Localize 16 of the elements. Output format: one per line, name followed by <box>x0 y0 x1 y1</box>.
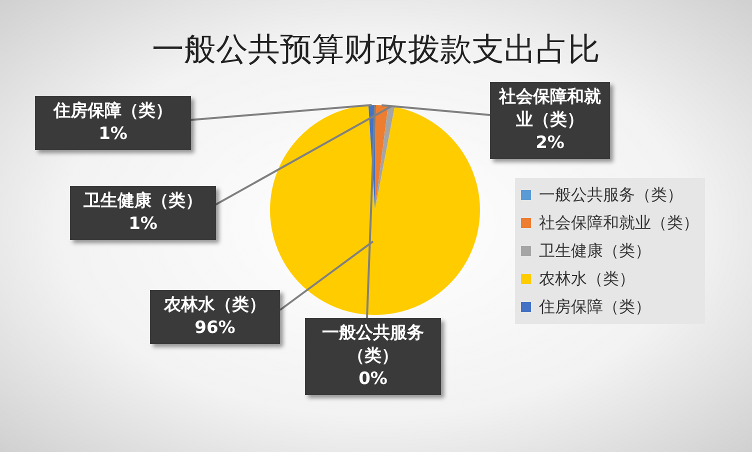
data-label: 1% <box>128 212 158 236</box>
chart-title: 一般公共预算财政拨款支出占比 <box>151 29 601 70</box>
legend-label: 农林水（类） <box>539 268 635 290</box>
category-label: 一般公共服务（类） <box>322 323 424 366</box>
legend-label: 一般公共服务（类） <box>539 184 683 206</box>
legend-label: 社会保障和就业（类） <box>539 212 699 234</box>
slice-label: 农林水（类） <box>162 294 267 317</box>
slice-label: 卫生健康（类） <box>82 190 204 213</box>
legend-label: 卫生健康（类） <box>539 240 651 262</box>
legend-label: 住房保障（类） <box>539 296 651 318</box>
data-label: 96% <box>194 316 236 340</box>
data-label: 1% <box>98 122 128 146</box>
slice-label: 住房保障（类） <box>52 100 174 123</box>
data-label: 2% <box>534 132 566 155</box>
slice-label: 社会保障和就业（类） <box>498 86 602 132</box>
text: 0% <box>358 368 388 389</box>
